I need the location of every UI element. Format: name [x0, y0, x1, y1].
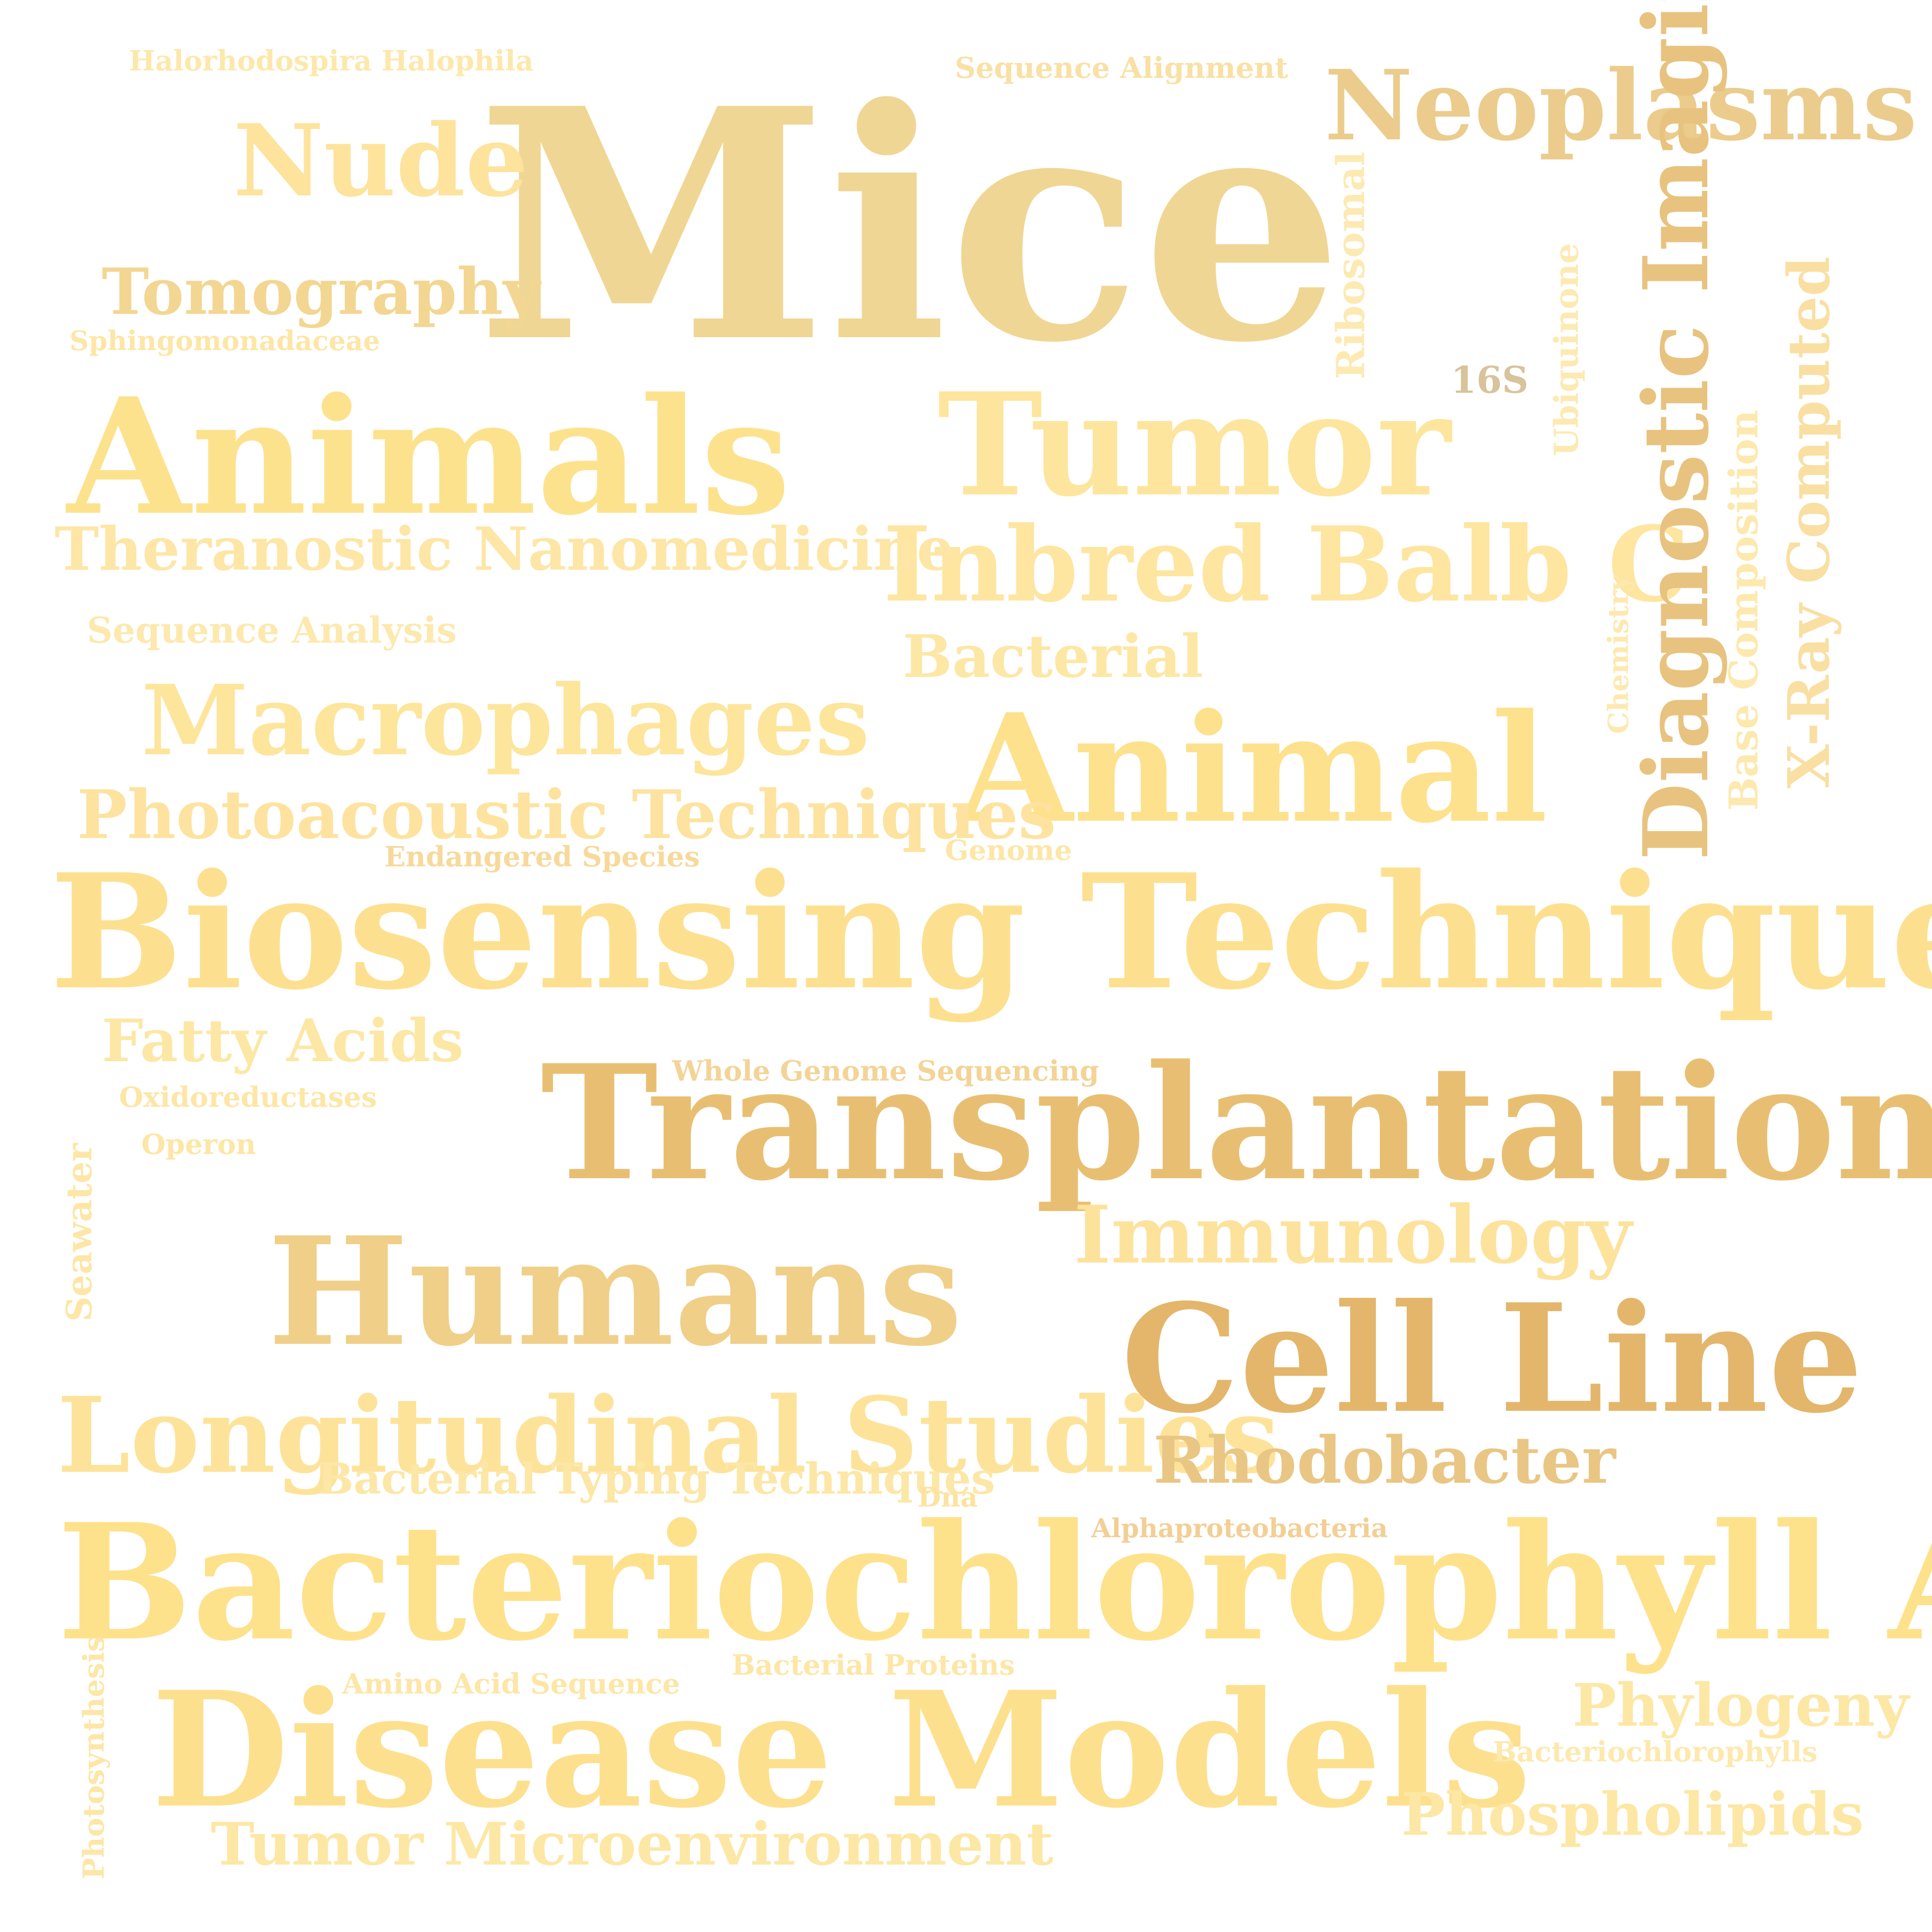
word-phospholipids: Phospholipids — [1401, 1780, 1864, 1849]
word-tomography: Tomography — [102, 255, 540, 329]
word-rhodobacter: Rhodobacter — [1153, 1422, 1616, 1498]
word-animals: Animals — [67, 363, 791, 550]
word-ribosomal: Ribosomal — [1328, 151, 1373, 379]
word-chemistry: Chemistry — [1602, 575, 1635, 734]
word-genome: Genome — [945, 834, 1072, 867]
word-oxidoreductases: Oxidoreductases — [119, 1081, 377, 1114]
word-tumor: Tumor — [937, 362, 1451, 528]
word-seawater: Seawater — [59, 1143, 100, 1322]
word-bacterial-proteins: Bacterial Proteins — [732, 1649, 1015, 1682]
word-humans: Humans — [268, 1204, 963, 1379]
word-diagnostic-imaging: Immunology — [1074, 1188, 1632, 1281]
word-bacteriochlorophylls: Bacteriochlorophylls — [1493, 1736, 1818, 1768]
word-amino-acid-sequence: Amino Acid Sequence — [342, 1668, 681, 1700]
word-immunology: Diagnostic Imaging — [1624, 0, 1729, 860]
word-photoacoustic-techniques: Photoacoustic Techniques — [77, 775, 1056, 854]
word-16s: 16S — [1451, 359, 1529, 402]
word-halorhodospira-halophila: Halorhodospira Halophila — [129, 45, 534, 77]
word-dna: Dna — [918, 1481, 978, 1513]
word-nude: Nude — [233, 103, 529, 219]
word-biosensing-techniques: Biosensing Techniques — [50, 839, 1932, 1025]
word-photosynthesis: Photosynthesis — [77, 1635, 111, 1879]
word-phylogeny: Phylogeny — [1572, 1671, 1909, 1740]
word-alphaproteobacteria: Alphaproteobacteria — [1091, 1513, 1388, 1544]
word-macrophages: Macrophages — [141, 664, 870, 777]
word-endangered-species: Endangered Species — [384, 841, 700, 873]
word-operon: Operon — [141, 1128, 256, 1161]
word-animal: Animal — [957, 681, 1548, 856]
word-x-ray-computed: X-Ray Computed — [1776, 256, 1843, 788]
word-sphingomonadaceae: Sphingomonadaceae — [69, 325, 380, 357]
word-mice: Mice — [476, 39, 1344, 412]
word-base-composition: Base Composition — [1720, 410, 1767, 811]
word-fatty-acids: Fatty Acids — [102, 1006, 464, 1075]
word-bacteriochlorophyll-a: Bacteriochlorophyll A — [57, 1489, 1932, 1676]
word-inbred-balb-c: Inbred Balb C — [883, 504, 1690, 625]
word-bacterial: Bacterial — [903, 622, 1203, 691]
word-transplantation: Transplantation — [541, 1030, 1932, 1215]
word-sequence-alignment: Sequence Alignment — [955, 51, 1289, 85]
word-neoplasms: Neoplasms — [1324, 49, 1918, 162]
word-bacterial-typing-techniques: Bacterial Typing Techniques — [317, 1454, 996, 1504]
word-longitudinal-studies: Longitudinal Studies — [57, 1374, 1280, 1497]
word-ubiquinone: Ubiquinone — [1547, 243, 1586, 456]
word-cell-line: Cell Line — [1121, 1271, 1863, 1446]
word-disease-models: Disease Models — [151, 1657, 1532, 1843]
word-sequence-analysis: Sequence Analysis — [87, 609, 457, 651]
word-tumor-microenvironment: Tumor Microenvironment — [211, 1810, 1054, 1878]
word-theranostic-nanomedicine: Theranostic Nanomedicine — [55, 514, 955, 584]
word-whole-genome-sequencing: Whole Genome Sequencing — [672, 1055, 1099, 1087]
